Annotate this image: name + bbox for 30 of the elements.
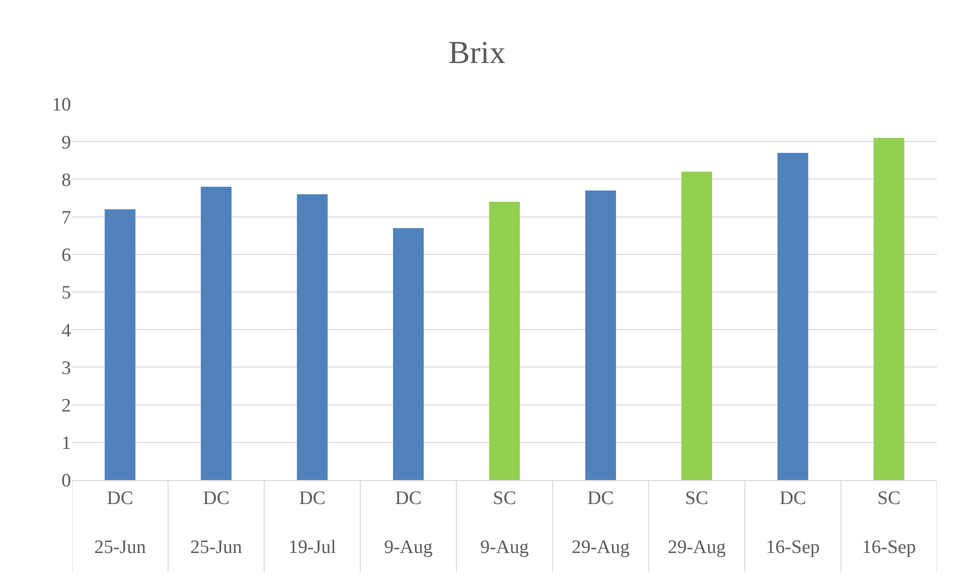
y-tick-label: 4	[62, 320, 72, 342]
y-tick-label: 2	[62, 395, 71, 416]
y-tick-label: 10	[52, 94, 71, 116]
category-label: SC 16-Sep	[862, 488, 916, 558]
bar	[200, 186, 232, 480]
bar	[393, 228, 424, 480]
category-label: DC 19-Jul	[288, 488, 336, 558]
bar	[874, 138, 904, 480]
bar	[777, 152, 808, 480]
category-label: DC 9-Aug	[384, 488, 433, 558]
y-tick-label: 7	[62, 207, 71, 228]
y-tick-label: 5	[62, 282, 71, 304]
bar	[296, 194, 328, 480]
category-label: DC 25-Jun	[94, 488, 146, 558]
chart-title: Brix	[448, 34, 506, 70]
bar	[681, 172, 712, 480]
bar	[489, 202, 520, 480]
y-tick-label: 0	[62, 470, 71, 492]
y-tick-label: 6	[62, 245, 71, 266]
category-label: DC 29-Aug	[572, 488, 630, 558]
bar	[585, 190, 616, 480]
bar	[104, 209, 136, 480]
category-label: DC 25-Jun	[190, 488, 242, 558]
y-tick-label: 1	[62, 433, 71, 454]
category-label: SC 9-Aug	[480, 488, 529, 558]
y-tick-label: 3	[62, 358, 71, 379]
y-tick-label: 9	[62, 132, 71, 154]
y-tick-label: 8	[62, 170, 71, 191]
category-label: DC 16-Sep	[766, 488, 820, 558]
category-label: SC 29-Aug	[668, 488, 726, 558]
